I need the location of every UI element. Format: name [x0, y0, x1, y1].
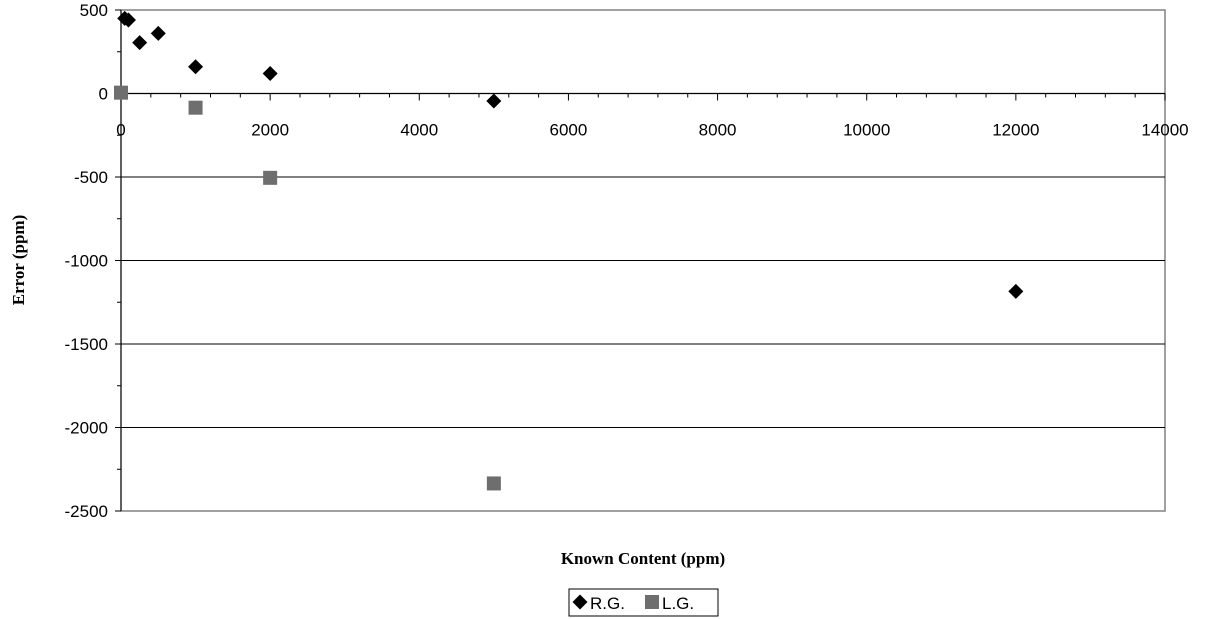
- x-tick-label: 12000: [992, 121, 1039, 140]
- data-point-rg: [132, 35, 148, 51]
- x-tick-label: 0: [116, 121, 125, 140]
- x-tick-label: 14000: [1141, 121, 1188, 140]
- data-point-rg: [120, 12, 136, 28]
- x-tick-label: 4000: [400, 121, 438, 140]
- y-axis-title: Error (ppm): [9, 215, 28, 306]
- x-tick-label: 6000: [550, 121, 588, 140]
- data-point-rg: [188, 59, 204, 75]
- y-tick-label: -1500: [65, 335, 108, 354]
- y-tick-label: 0: [99, 85, 108, 104]
- data-points: [114, 10, 1024, 491]
- y-axis: [115, 9, 122, 512]
- x-axis: [120, 92, 1166, 101]
- x-tick-label: 10000: [843, 121, 890, 140]
- data-point-lg: [188, 100, 203, 115]
- y-tick-label: -2500: [65, 502, 108, 521]
- y-tick-label: -1000: [65, 252, 108, 271]
- data-point-rg: [262, 65, 278, 81]
- data-point-rg: [486, 93, 502, 109]
- data-point-lg: [263, 170, 278, 185]
- y-tick-label: -2000: [65, 419, 108, 438]
- y-tick-label: -500: [74, 168, 108, 187]
- x-tick-label: 8000: [699, 121, 737, 140]
- y-tick-labels: 500 0 -500 -1000 -1500 -2000 -2500: [65, 1, 108, 521]
- legend-marker: [572, 594, 588, 610]
- legend-box: [568, 588, 719, 617]
- y-tick-label: 500: [80, 1, 108, 20]
- x-tick-labels: 0 2000 4000 6000 8000 10000 12000 14000: [116, 121, 1188, 140]
- legend-marker: [645, 595, 659, 609]
- legend: R.G. L.G.: [568, 588, 719, 617]
- grid-lines: [121, 176, 1165, 428]
- data-point-lg: [114, 85, 128, 100]
- x-axis-title: Known Content (ppm): [561, 549, 725, 568]
- data-point-rg: [1008, 283, 1024, 299]
- data-point-lg: [486, 476, 501, 491]
- x-tick-label: 2000: [251, 121, 289, 140]
- data-point-rg: [150, 25, 166, 41]
- legend-label: L.G.: [662, 594, 694, 613]
- legend-label: R.G.: [590, 594, 625, 613]
